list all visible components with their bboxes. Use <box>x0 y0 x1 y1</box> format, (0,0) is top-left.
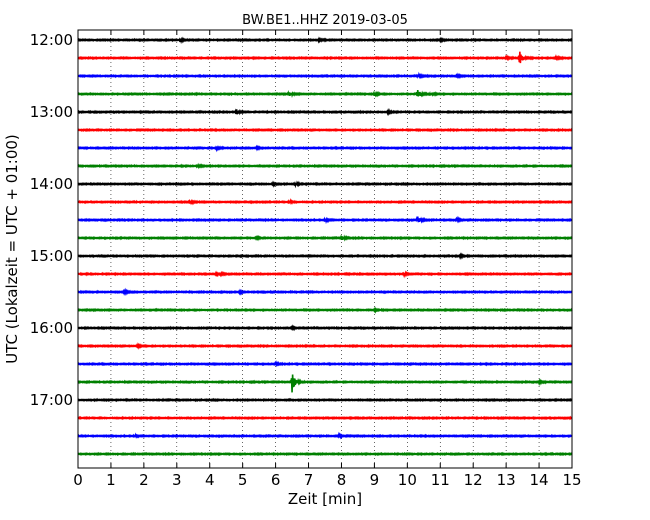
y-tick-label: 17:00 <box>30 391 73 409</box>
x-tick-label: 12 <box>464 471 483 489</box>
x-tick-label: 8 <box>337 471 347 489</box>
x-tick-label: 13 <box>497 471 516 489</box>
y-axis-ticks: 12:00 13:00 14:00 15:00 16:00 17:00 <box>30 31 572 409</box>
seismogram-trace <box>77 374 573 393</box>
seismogram-trace <box>77 197 573 206</box>
seismogram-trace <box>77 252 573 261</box>
seismogram-trace <box>77 71 573 80</box>
y-tick-label: 14:00 <box>30 175 73 193</box>
x-tick-label: 0 <box>73 471 83 489</box>
x-tick-label: 14 <box>530 471 549 489</box>
x-tick-label: 7 <box>304 471 314 489</box>
x-tick-label: 3 <box>172 471 182 489</box>
seismogram-trace <box>77 144 573 153</box>
x-tick-label: 15 <box>562 471 581 489</box>
seismogram-trace <box>77 127 573 133</box>
seismogram-traces <box>77 36 573 457</box>
plot-frame <box>77 29 573 469</box>
x-tick-label: 5 <box>238 471 248 489</box>
seismogram-trace <box>77 306 573 314</box>
seismogram-trace <box>77 287 573 297</box>
seismogram-trace <box>77 51 573 64</box>
x-tick-label: 4 <box>205 471 215 489</box>
seismogram-trace <box>77 359 573 368</box>
seismogram-trace <box>77 162 573 170</box>
seismogram-trace <box>77 215 573 225</box>
seismogram-trace <box>77 234 573 242</box>
seismogram-trace <box>77 180 573 189</box>
seismogram-trace <box>77 397 573 403</box>
y-tick-label: 12:00 <box>30 31 73 49</box>
x-axis-ticks: 0 1 2 3 4 5 6 7 8 9 10 11 12 13 14 15 <box>73 30 582 489</box>
x-tick-label: 10 <box>398 471 417 489</box>
chart-title: BW.BE1..HHZ 2019-03-05 <box>242 13 408 28</box>
x-tick-label: 11 <box>431 471 450 489</box>
seismogram-trace <box>77 342 573 350</box>
y-tick-label: 15:00 <box>30 247 73 265</box>
seismogram-trace <box>77 415 573 421</box>
y-tick-label: 16:00 <box>30 319 73 337</box>
seismogram-trace <box>77 107 573 117</box>
seismogram-trace <box>77 324 573 332</box>
seismogram-trace <box>77 89 573 98</box>
x-tick-label: 6 <box>271 471 281 489</box>
y-tick-label: 13:00 <box>30 103 73 121</box>
seismogram-trace <box>77 451 573 457</box>
x-tick-label: 1 <box>106 471 116 489</box>
y-axis-label: UTC (Lokalzeit = UTC + 01:00) <box>3 134 21 364</box>
seismogram-trace <box>77 270 573 279</box>
seismogram-trace <box>77 431 573 440</box>
x-tick-label: 2 <box>139 471 149 489</box>
x-axis-label: Zeit [min] <box>288 490 362 508</box>
seismogram-trace <box>77 36 573 45</box>
x-tick-label: 9 <box>370 471 380 489</box>
